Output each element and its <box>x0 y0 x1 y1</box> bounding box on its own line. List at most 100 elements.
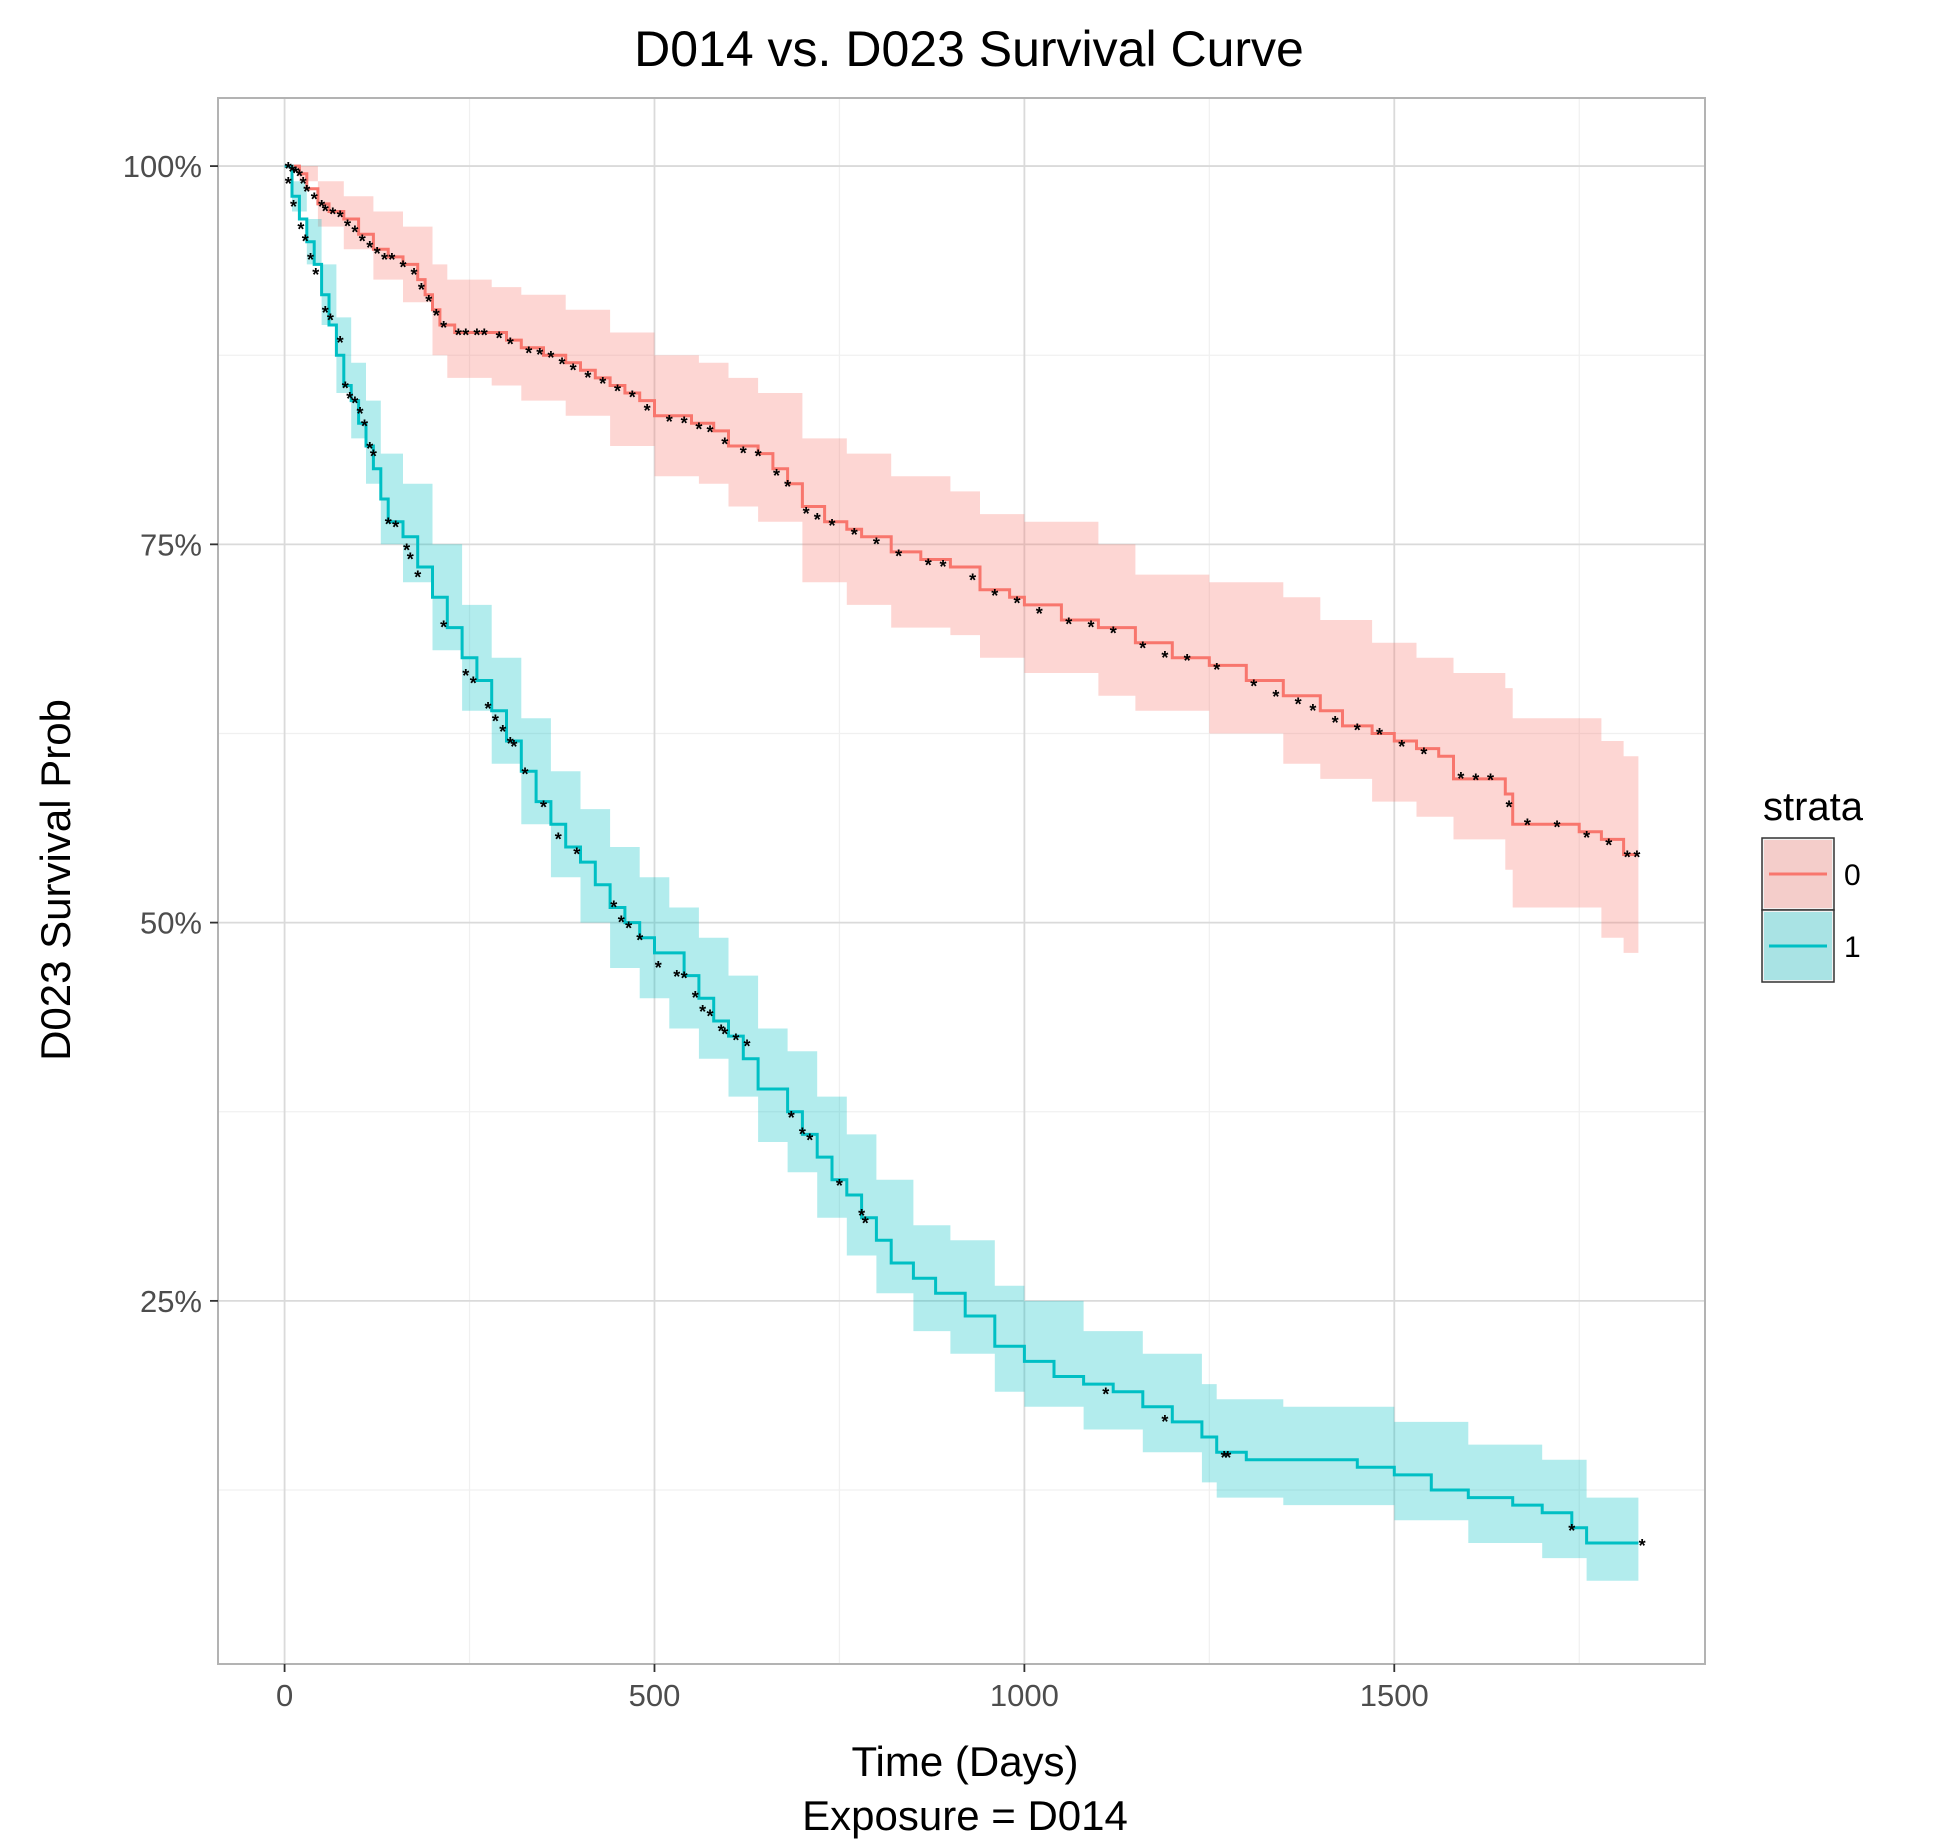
x-tick-label: 1500 <box>1360 1678 1429 1713</box>
censor-mark-0: * <box>721 435 728 455</box>
x-tick-label: 1000 <box>990 1678 1059 1713</box>
censor-mark-0: * <box>599 374 606 394</box>
censor-mark-1: * <box>297 220 304 240</box>
censor-mark-0: * <box>399 257 406 277</box>
censor-mark-0: * <box>695 419 702 439</box>
censor-mark-1: * <box>721 1025 728 1045</box>
censor-mark-0: * <box>1376 725 1383 745</box>
censor-mark-0: * <box>1354 720 1361 740</box>
censor-mark-0: * <box>629 388 636 408</box>
censor-mark-0: * <box>337 208 344 228</box>
censor-mark-0: * <box>374 244 381 264</box>
censor-mark-0: * <box>969 571 976 591</box>
censor-mark-0: * <box>303 182 310 202</box>
censor-mark-0: * <box>433 306 440 326</box>
censor-mark-0: * <box>1184 651 1191 671</box>
censor-mark-0: * <box>784 477 791 497</box>
censor-mark-0: * <box>925 556 932 576</box>
censor-mark-0: * <box>828 516 835 536</box>
censor-mark-0: * <box>1065 615 1072 635</box>
censor-mark-1: * <box>673 967 680 987</box>
censor-mark-1: * <box>403 540 410 560</box>
censor-mark-0: * <box>1553 817 1560 837</box>
censor-mark-1: * <box>492 711 499 731</box>
censor-mark-0: * <box>381 250 388 270</box>
censor-mark-0: * <box>1605 835 1612 855</box>
censor-mark-1: * <box>366 439 373 459</box>
censor-mark-0: * <box>329 205 336 225</box>
censor-mark-0: * <box>814 510 821 530</box>
censor-mark-0: * <box>570 360 577 380</box>
survival-curve-1 <box>284 164 1639 1545</box>
censor-mark-1: * <box>499 722 506 742</box>
censor-mark-1: * <box>290 197 297 217</box>
censor-mark-0: * <box>895 546 902 566</box>
legend-label-1: 1 <box>1844 931 1861 964</box>
x-tick-label: 0 <box>276 1678 293 1713</box>
censor-mark-1: * <box>692 988 699 1008</box>
censor-mark-0: * <box>1110 624 1117 644</box>
y-tick-label: 75% <box>140 527 202 562</box>
censor-mark-0: * <box>706 422 713 442</box>
censor-mark-1: * <box>392 518 399 538</box>
censor-mark-1: * <box>618 913 625 933</box>
censor-mark-0: * <box>873 534 880 554</box>
censor-mark-1: * <box>385 515 392 535</box>
confidence-bands <box>284 166 1639 1581</box>
censor-mark-0: * <box>1250 677 1257 697</box>
y-tick-label: 25% <box>140 1284 202 1319</box>
censor-mark-1: * <box>440 618 447 638</box>
x-tick-label: 500 <box>629 1678 681 1713</box>
censor-mark-0: * <box>311 189 318 209</box>
censor-mark-1: * <box>370 447 377 467</box>
survival-curve-0 <box>284 164 1639 856</box>
censor-mark-0: * <box>1213 660 1220 680</box>
censor-mark-0: * <box>359 232 366 252</box>
censor-mark-0: * <box>547 348 554 368</box>
y-tick-label: 50% <box>140 906 202 941</box>
censor-mark-0: * <box>1583 828 1590 848</box>
censor-mark-0: * <box>388 250 395 270</box>
censor-mark-0: * <box>410 265 417 285</box>
legend: strata 01 <box>1761 785 1864 983</box>
censor-mark-0: * <box>1624 848 1631 868</box>
confidence-band-1 <box>284 166 1639 1581</box>
y-tick-label: 100% <box>123 149 202 184</box>
censor-mark-0: * <box>322 202 329 222</box>
y-axis-title: D023 Survival Prob <box>32 699 79 1061</box>
censor-mark-1: * <box>862 1214 869 1234</box>
censor-mark-1: * <box>414 568 421 588</box>
censor-mark-0: * <box>366 238 373 258</box>
censor-mark-0: * <box>507 335 514 355</box>
censor-mark-1: * <box>1161 1412 1168 1432</box>
legend-title: strata <box>1763 785 1864 829</box>
censor-mark-0: * <box>1457 769 1464 789</box>
censor-mark-1: * <box>743 1037 750 1057</box>
censor-mark-0: * <box>418 280 425 300</box>
censor-mark-0: * <box>296 167 303 187</box>
censor-mark-0: * <box>1295 695 1302 715</box>
censor-mark-0: * <box>755 447 762 467</box>
censor-mark-1: * <box>312 265 319 285</box>
censor-mark-0: * <box>1472 770 1479 790</box>
censor-mark-1: * <box>836 1176 843 1196</box>
censor-mark-1: * <box>484 699 491 719</box>
censor-mark-1: * <box>337 333 344 353</box>
minor-grid <box>218 98 1705 1664</box>
censor-mark-0: * <box>1332 713 1339 733</box>
censor-mark-1: * <box>706 1006 713 1026</box>
censor-mark-0: * <box>584 368 591 388</box>
major-grid <box>218 98 1705 1664</box>
censor-mark-0: * <box>285 159 292 179</box>
censor-mark-1: * <box>625 919 632 939</box>
censor-mark-0: * <box>1036 604 1043 624</box>
censor-mark-1: * <box>788 1108 795 1128</box>
censor-mark-0: * <box>473 326 480 346</box>
censor-mark-0: * <box>344 217 351 237</box>
censor-mark-0: * <box>1487 770 1494 790</box>
censor-mark-0: * <box>1524 816 1531 836</box>
censor-mark-1: * <box>307 250 314 270</box>
censor-mark-0: * <box>455 326 462 346</box>
censor-mark-1: * <box>407 550 414 570</box>
censor-mark-0: * <box>1139 639 1146 659</box>
